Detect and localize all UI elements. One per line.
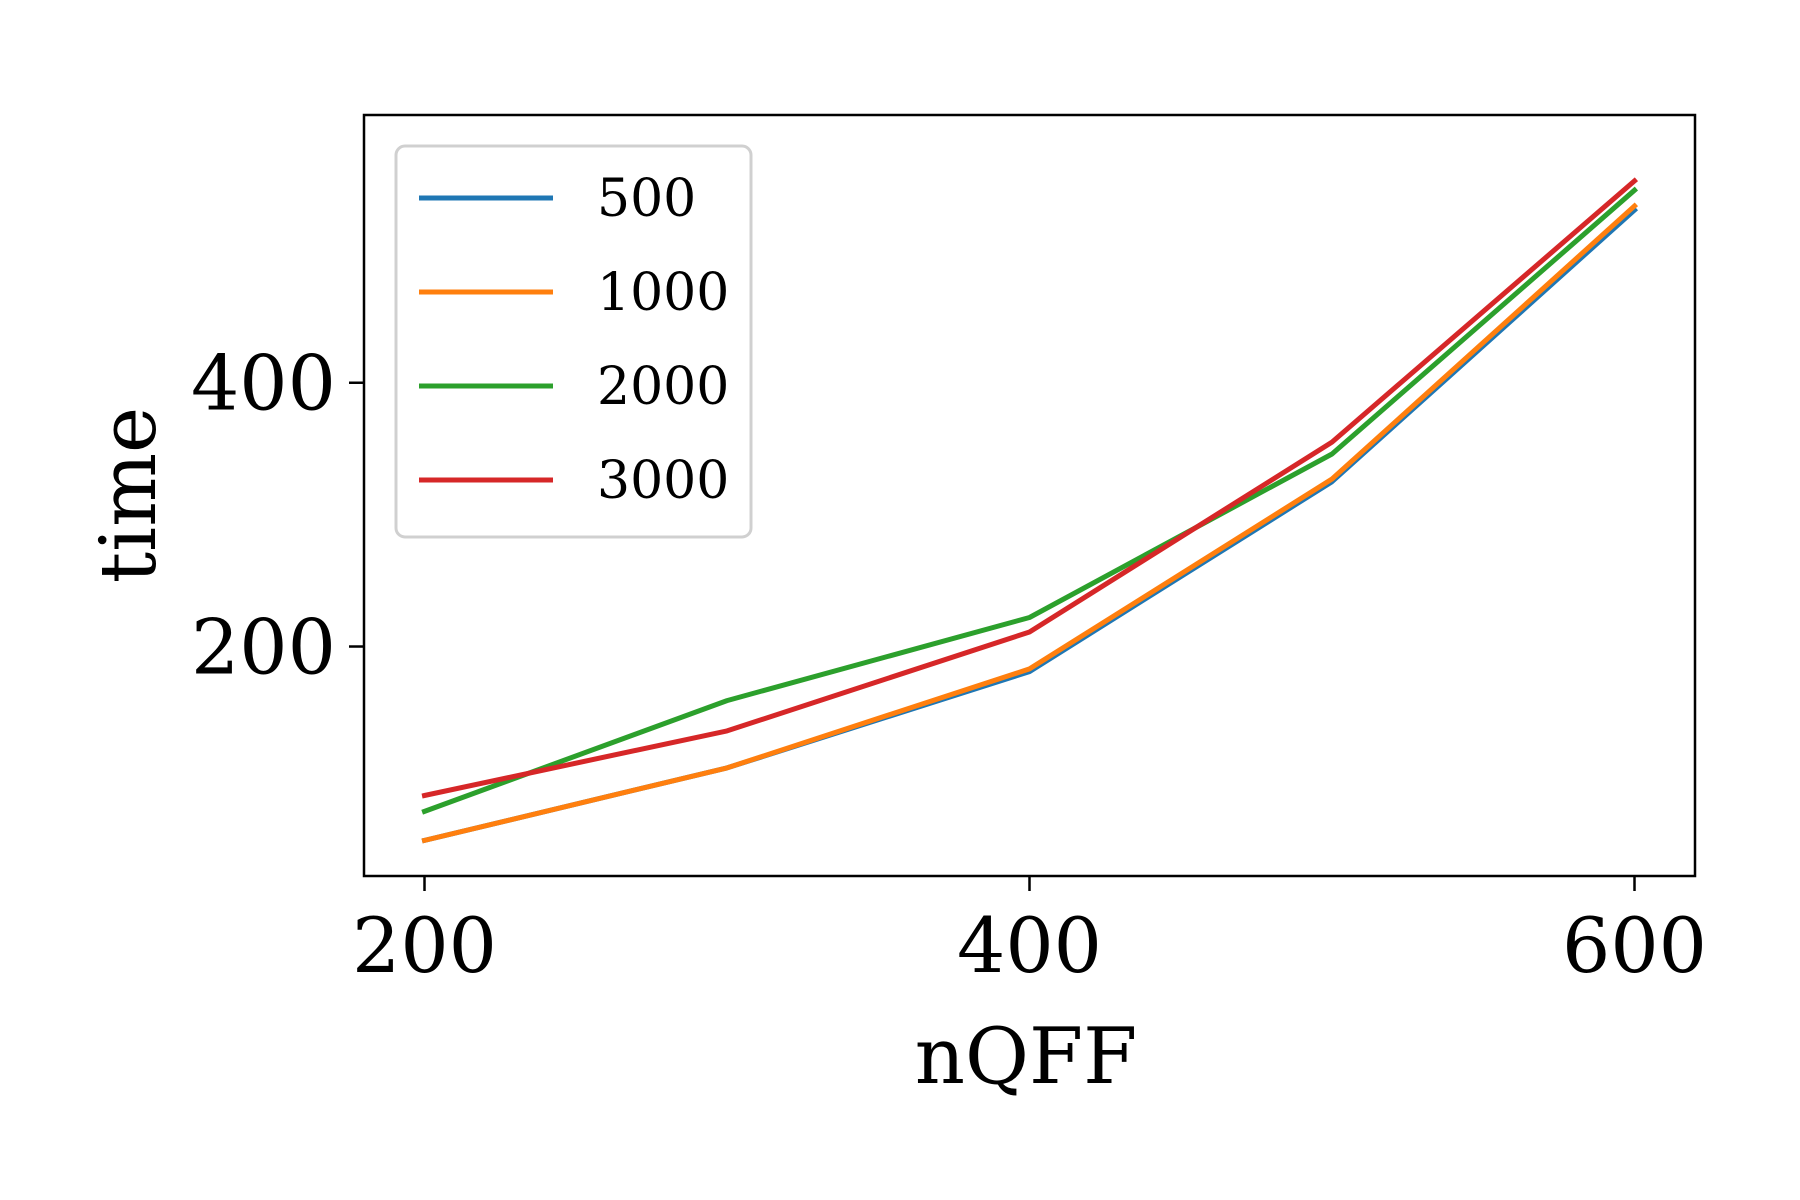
legend-label-2000: 2000 bbox=[597, 357, 729, 417]
legend-label-3000: 3000 bbox=[597, 451, 729, 511]
y-axis: 200 400 bbox=[191, 339, 364, 692]
series-line-1000 bbox=[421, 202, 1639, 844]
series-line-3000 bbox=[421, 177, 1639, 799]
legend-label-1000: 1000 bbox=[597, 263, 729, 323]
y-tick-label-400: 400 bbox=[191, 339, 336, 428]
plot-area bbox=[421, 177, 1639, 844]
x-tick-label-400: 400 bbox=[957, 901, 1102, 990]
x-axis: 200 400 600 bbox=[352, 876, 1707, 990]
legend-box bbox=[394, 144, 753, 539]
x-tick-label-600: 600 bbox=[1562, 901, 1707, 990]
y-axis-label: time bbox=[84, 407, 174, 583]
legend: 500 1000 2000 3000 bbox=[394, 144, 753, 539]
series-line-2000 bbox=[421, 186, 1639, 815]
x-axis-label: nQFF bbox=[915, 1012, 1137, 1102]
legend-label-500: 500 bbox=[597, 169, 696, 229]
y-tick-label-200: 200 bbox=[191, 603, 336, 692]
x-tick-label-200: 200 bbox=[352, 901, 497, 990]
